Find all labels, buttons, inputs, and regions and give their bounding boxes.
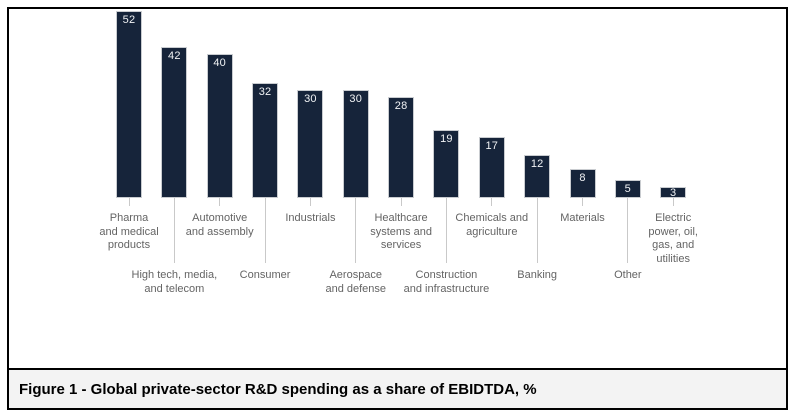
bar-value-label: 32 [258, 86, 272, 98]
category-label: Materials [521, 212, 645, 226]
category-label-line: Other [614, 269, 642, 281]
category-label-line: Banking [517, 269, 558, 281]
bar: 5 [614, 180, 641, 198]
leader-line [400, 198, 402, 206]
bar: 30 [297, 90, 324, 198]
bar: 12 [524, 155, 551, 198]
category-label-line: Chemicals and [455, 212, 529, 224]
category-label-line: Consumer [239, 269, 291, 281]
category-label-line: High tech, media, [131, 269, 218, 281]
bar-value-label: 5 [624, 183, 631, 195]
chart-frame: 52 Pharma and medical products 42 High tech, … [7, 7, 788, 410]
category-label-line: Aerospace [329, 269, 383, 281]
bar: 42 [161, 47, 188, 198]
category-label-line: services [380, 239, 422, 251]
leader-line [355, 198, 357, 263]
category-label-line: Construction [415, 269, 478, 281]
category-label: Automotive and assembly [158, 212, 282, 239]
bar-chart-plot-area: 52 Pharma and medical products 42 High tech, … [9, 9, 786, 369]
bar: 32 [252, 83, 279, 198]
leader-line [445, 198, 447, 263]
category-label: Pharma and medical products [67, 212, 191, 253]
leader-line [491, 198, 493, 206]
leader-line [173, 198, 175, 263]
category-label-line: systems and [370, 225, 432, 238]
bar-value-label: 40 [213, 57, 226, 69]
bar-value-label: 30 [304, 93, 317, 105]
category-label-line: products [107, 239, 151, 251]
bar-value-label: 52 [122, 14, 136, 26]
leader-line [627, 198, 629, 263]
category-label: Construction and infrastructure [384, 269, 508, 296]
category-label-line: and medical [99, 225, 159, 238]
category-label-line: Pharma [109, 212, 149, 224]
category-label: Electric power, oil, gas, and utilities [611, 212, 735, 266]
bar-value-label: 30 [349, 93, 363, 105]
bar: 28 [388, 97, 415, 198]
category-label-line: and infrastructure [403, 282, 490, 295]
leader-line [582, 198, 583, 206]
category-label-line: Electric [655, 212, 692, 224]
leader-line [264, 198, 266, 263]
category-label-line: Industrials [285, 212, 336, 224]
figure-caption-text: Figure 1 - Global private-sector R&D spe… [19, 380, 537, 398]
bar-value-label: 8 [579, 172, 586, 184]
category-label-line: power, oil, [648, 225, 698, 238]
category-label: Consumer [203, 269, 327, 283]
category-label-line: agriculture [466, 225, 518, 238]
figure-caption-bar: Figure 1 - Global private-sector R&D spe… [9, 368, 786, 408]
category-label: Other [566, 269, 690, 283]
bar-value-label: 42 [168, 50, 181, 62]
category-label-line: Automotive [192, 212, 248, 224]
category-label: Chemicals and agriculture [430, 212, 554, 239]
bar: 3 [660, 187, 687, 199]
category-label-line: and assembly [185, 225, 254, 238]
category-label-line: and defense [325, 282, 387, 295]
category-label: Industrials [248, 212, 372, 226]
leader-line [128, 198, 130, 206]
bar-value-label: 12 [530, 158, 544, 170]
category-label: High tech, media, and telecom [112, 269, 236, 296]
bar: 40 [206, 54, 233, 198]
leader-line [219, 198, 221, 206]
bar-value-label: 3 [670, 187, 677, 199]
bar: 30 [342, 90, 369, 198]
leader-line [672, 198, 674, 206]
bar: 19 [433, 130, 460, 198]
bar-value-label: 28 [394, 100, 408, 112]
bar: 52 [116, 11, 142, 198]
category-label-line: and telecom [144, 282, 205, 295]
leader-line [309, 198, 311, 206]
category-label: Aerospace and defense [294, 269, 418, 296]
category-label: Banking [475, 269, 599, 283]
bar: 8 [569, 169, 596, 198]
leader-line [536, 198, 538, 263]
category-label-line: Healthcare [374, 212, 428, 224]
bar-value-label: 19 [440, 133, 453, 145]
bar: 17 [478, 137, 505, 198]
category-label-line: Materials [560, 212, 605, 224]
bar-value-label: 17 [485, 140, 499, 152]
category-label-line: gas, and [652, 239, 695, 251]
category-label: Healthcare systems and services [339, 212, 463, 253]
category-label-line: utilities [656, 252, 690, 265]
